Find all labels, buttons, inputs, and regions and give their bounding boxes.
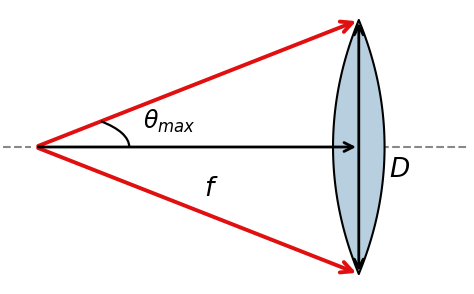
Text: $D$: $D$	[389, 157, 410, 183]
Text: $f$: $f$	[204, 176, 219, 202]
Text: $\theta_{max}$: $\theta_{max}$	[144, 107, 196, 135]
Polygon shape	[333, 20, 384, 274]
